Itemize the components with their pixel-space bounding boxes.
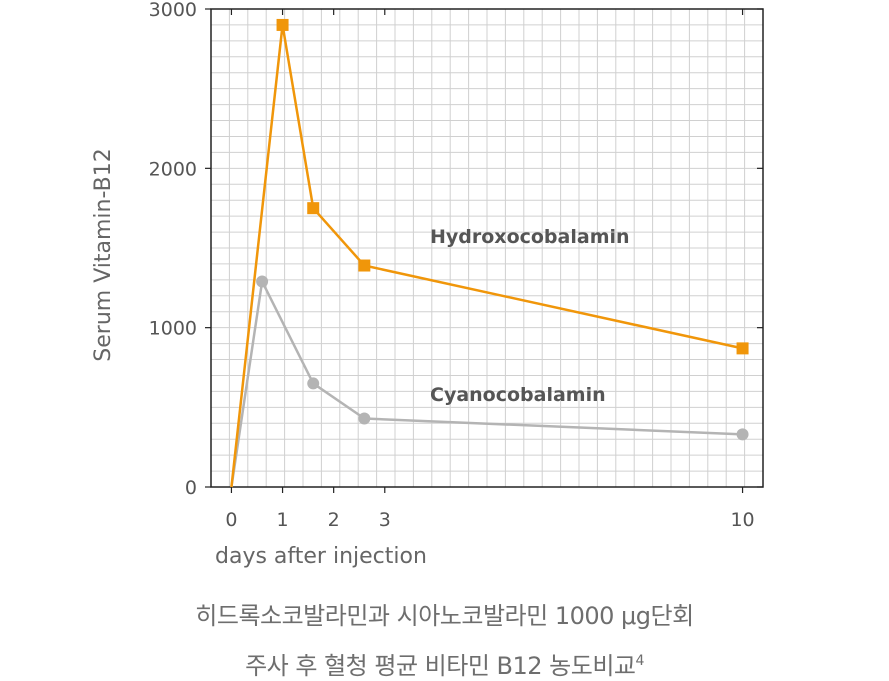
x-tick-label: 10 — [730, 509, 754, 531]
grid — [211, 9, 763, 487]
data-point-hydroxocobalamin — [276, 18, 289, 31]
x-tick-label: 3 — [379, 509, 391, 531]
y-tick-label: 0 — [185, 477, 197, 499]
caption-line-2-text: 주사 후 혈청 평균 비타민 B12 농도비교 — [245, 652, 636, 680]
caption-line-1: 히드록소코발라민과 시아노코발라민 1000 μg단회 — [195, 602, 694, 630]
data-point-hydroxocobalamin — [307, 202, 320, 215]
data-point-cyanocobalamin — [307, 377, 320, 390]
y-tick-label: 1000 — [149, 318, 197, 340]
x-tick-label: 0 — [225, 509, 237, 531]
data-point-hydroxocobalamin — [736, 342, 749, 355]
x-axis-title: days after injection — [215, 544, 427, 569]
data-point-cyanocobalamin — [256, 275, 269, 288]
data-point-hydroxocobalamin — [358, 259, 371, 272]
x-tick-label: 2 — [328, 509, 340, 531]
x-tick-label: 1 — [277, 509, 289, 531]
y-axis-title: Serum Vitamin-B12 — [91, 148, 116, 361]
series-label-cyanocobalamin: Cyanocobalamin — [430, 384, 606, 406]
y-tick-label: 2000 — [149, 158, 197, 180]
caption-line-2: 주사 후 혈청 평균 비타민 B12 농도비교4 — [0, 646, 889, 681]
caption-footnote-marker: 4 — [635, 653, 644, 669]
series-markers — [256, 18, 749, 441]
tick-marks — [205, 8, 763, 493]
series-label-hydroxocobalamin: Hydroxocobalamin — [430, 226, 630, 248]
data-point-cyanocobalamin — [736, 428, 749, 441]
plot-frame — [210, 8, 764, 488]
chart: 0 1 2 3 10 0 1000 2000 3000 Hydroxocobalamin Cya… — [91, 0, 764, 569]
tick-labels: 0 1 2 3 10 0 1000 2000 3000 — [149, 0, 755, 531]
y-tick-label: 3000 — [149, 0, 197, 21]
data-point-cyanocobalamin — [358, 412, 371, 425]
